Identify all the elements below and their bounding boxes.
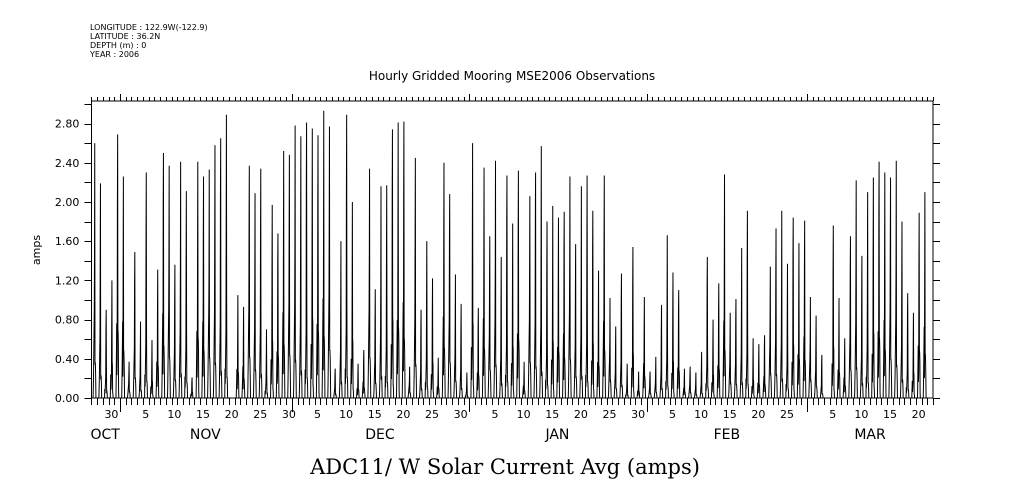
x-tick-label: 30	[282, 408, 296, 421]
chart-title: Hourly Gridded Mooring MSE2006 Observati…	[369, 69, 655, 83]
y-tick-label: 2.00	[55, 196, 80, 209]
x-tick-label: 20	[751, 408, 765, 421]
month-label: NOV	[190, 427, 221, 443]
series-solar-current	[91, 110, 928, 399]
plot-frame	[90, 100, 934, 399]
x-tick-label: 25	[780, 408, 794, 421]
x-tick-label: 20	[396, 408, 410, 421]
x-tick-label: 10	[517, 408, 531, 421]
chart-header-info: LONGITUDE : 122.9W(-122.9) LATITUDE : 36…	[89, 23, 208, 59]
series-line-segment	[234, 110, 824, 399]
x-tick-label: 15	[368, 408, 382, 421]
y-axis-label: amps	[30, 235, 43, 265]
x-tick-label: 5	[314, 408, 321, 421]
x-tick-label: 20	[912, 408, 926, 421]
header-year: YEAR : 2006	[89, 50, 139, 59]
x-tick-label: 5	[142, 408, 149, 421]
header-latitude: LATITUDE : 36.2N	[90, 32, 160, 41]
x-tick-label: 15	[545, 408, 559, 421]
series-line-segment	[829, 160, 928, 399]
x-tick-label: 15	[723, 408, 737, 421]
y-tick-label: 0.80	[55, 314, 80, 327]
month-label: MAR	[854, 427, 886, 443]
x-tick-label: 25	[603, 408, 617, 421]
axes: 0.00 0.40 0.80 1.20 1.60 2.00 2.40 2.80 30 5 10 15 2…	[55, 94, 940, 443]
x-tick-label: 10	[694, 408, 708, 421]
x-tick-label: 25	[425, 408, 439, 421]
y-tick-label: 0.00	[55, 392, 80, 405]
x-tick-label: 20	[574, 408, 588, 421]
y-tick-label: 1.20	[55, 274, 80, 287]
x-tick-label: 20	[225, 408, 239, 421]
x-tick-label: 10	[339, 408, 353, 421]
y-tick-label: 2.80	[55, 118, 80, 131]
x-tick-label: 15	[883, 408, 897, 421]
month-label: DEC	[365, 427, 395, 443]
header-depth: DEPTH (m) : 0	[90, 41, 146, 50]
series-line-segment	[91, 114, 229, 399]
y-tick-label: 1.60	[55, 235, 80, 248]
y-tick-label: 0.40	[55, 353, 80, 366]
month-label: OCT	[90, 427, 120, 443]
x-tick-label: 30	[631, 408, 645, 421]
x-tick-label: 30	[104, 408, 118, 421]
x-tick-label: 10	[167, 408, 181, 421]
month-label: FEB	[714, 427, 741, 443]
x-tick-label: 15	[196, 408, 210, 421]
y-tick-label: 2.40	[55, 157, 80, 170]
x-tick-label: 5	[669, 408, 676, 421]
header-longitude: LONGITUDE : 122.9W(-122.9)	[90, 23, 208, 32]
x-tick-label: 5	[492, 408, 499, 421]
month-label: JAN	[544, 427, 569, 443]
x-tick-label: 25	[253, 408, 267, 421]
x-axis-label: ADC11/ W Solar Current Avg (amps)	[309, 455, 700, 479]
x-tick-label: 5	[829, 408, 836, 421]
x-tick-label: 30	[454, 408, 468, 421]
x-tick-label: 10	[854, 408, 868, 421]
